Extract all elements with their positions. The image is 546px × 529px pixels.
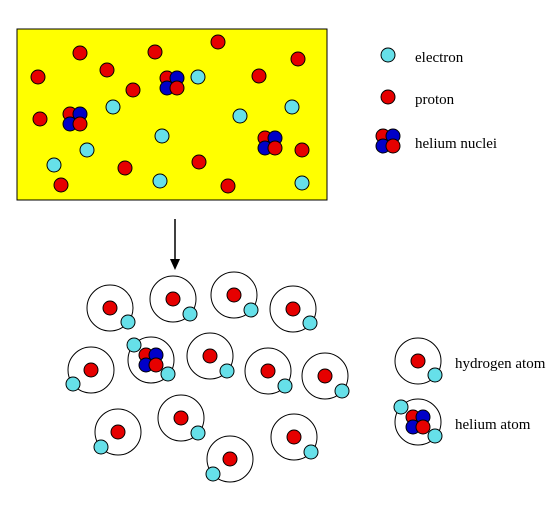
diagram-label: helium nuclei xyxy=(415,136,497,153)
hydrogen-atom xyxy=(66,347,114,393)
hydrogen-atom xyxy=(271,414,318,460)
diagram-label: hydrogen atom xyxy=(455,356,545,373)
hydrogen-atom xyxy=(87,285,135,331)
legend-bottom xyxy=(394,338,442,445)
hydrogen-atom xyxy=(150,276,197,322)
plasma-box xyxy=(17,29,327,200)
diagram-label: proton xyxy=(415,92,454,109)
hydrogen-atom xyxy=(94,409,141,455)
hydrogen-atom xyxy=(245,348,292,394)
hydrogen-atom xyxy=(206,436,253,482)
legend-top xyxy=(376,48,400,153)
hydrogen-atom xyxy=(270,286,317,332)
hydrogen-atom xyxy=(211,272,258,318)
hydrogen-atom xyxy=(158,395,205,441)
hydrogen-atom xyxy=(187,333,234,379)
atoms-region xyxy=(66,272,349,482)
arrow-icon xyxy=(170,219,180,270)
hydrogen-atom xyxy=(302,353,349,399)
helium-atom xyxy=(127,337,175,383)
diagram-label: helium atom xyxy=(455,417,530,434)
diagram-label: electron xyxy=(415,50,463,67)
